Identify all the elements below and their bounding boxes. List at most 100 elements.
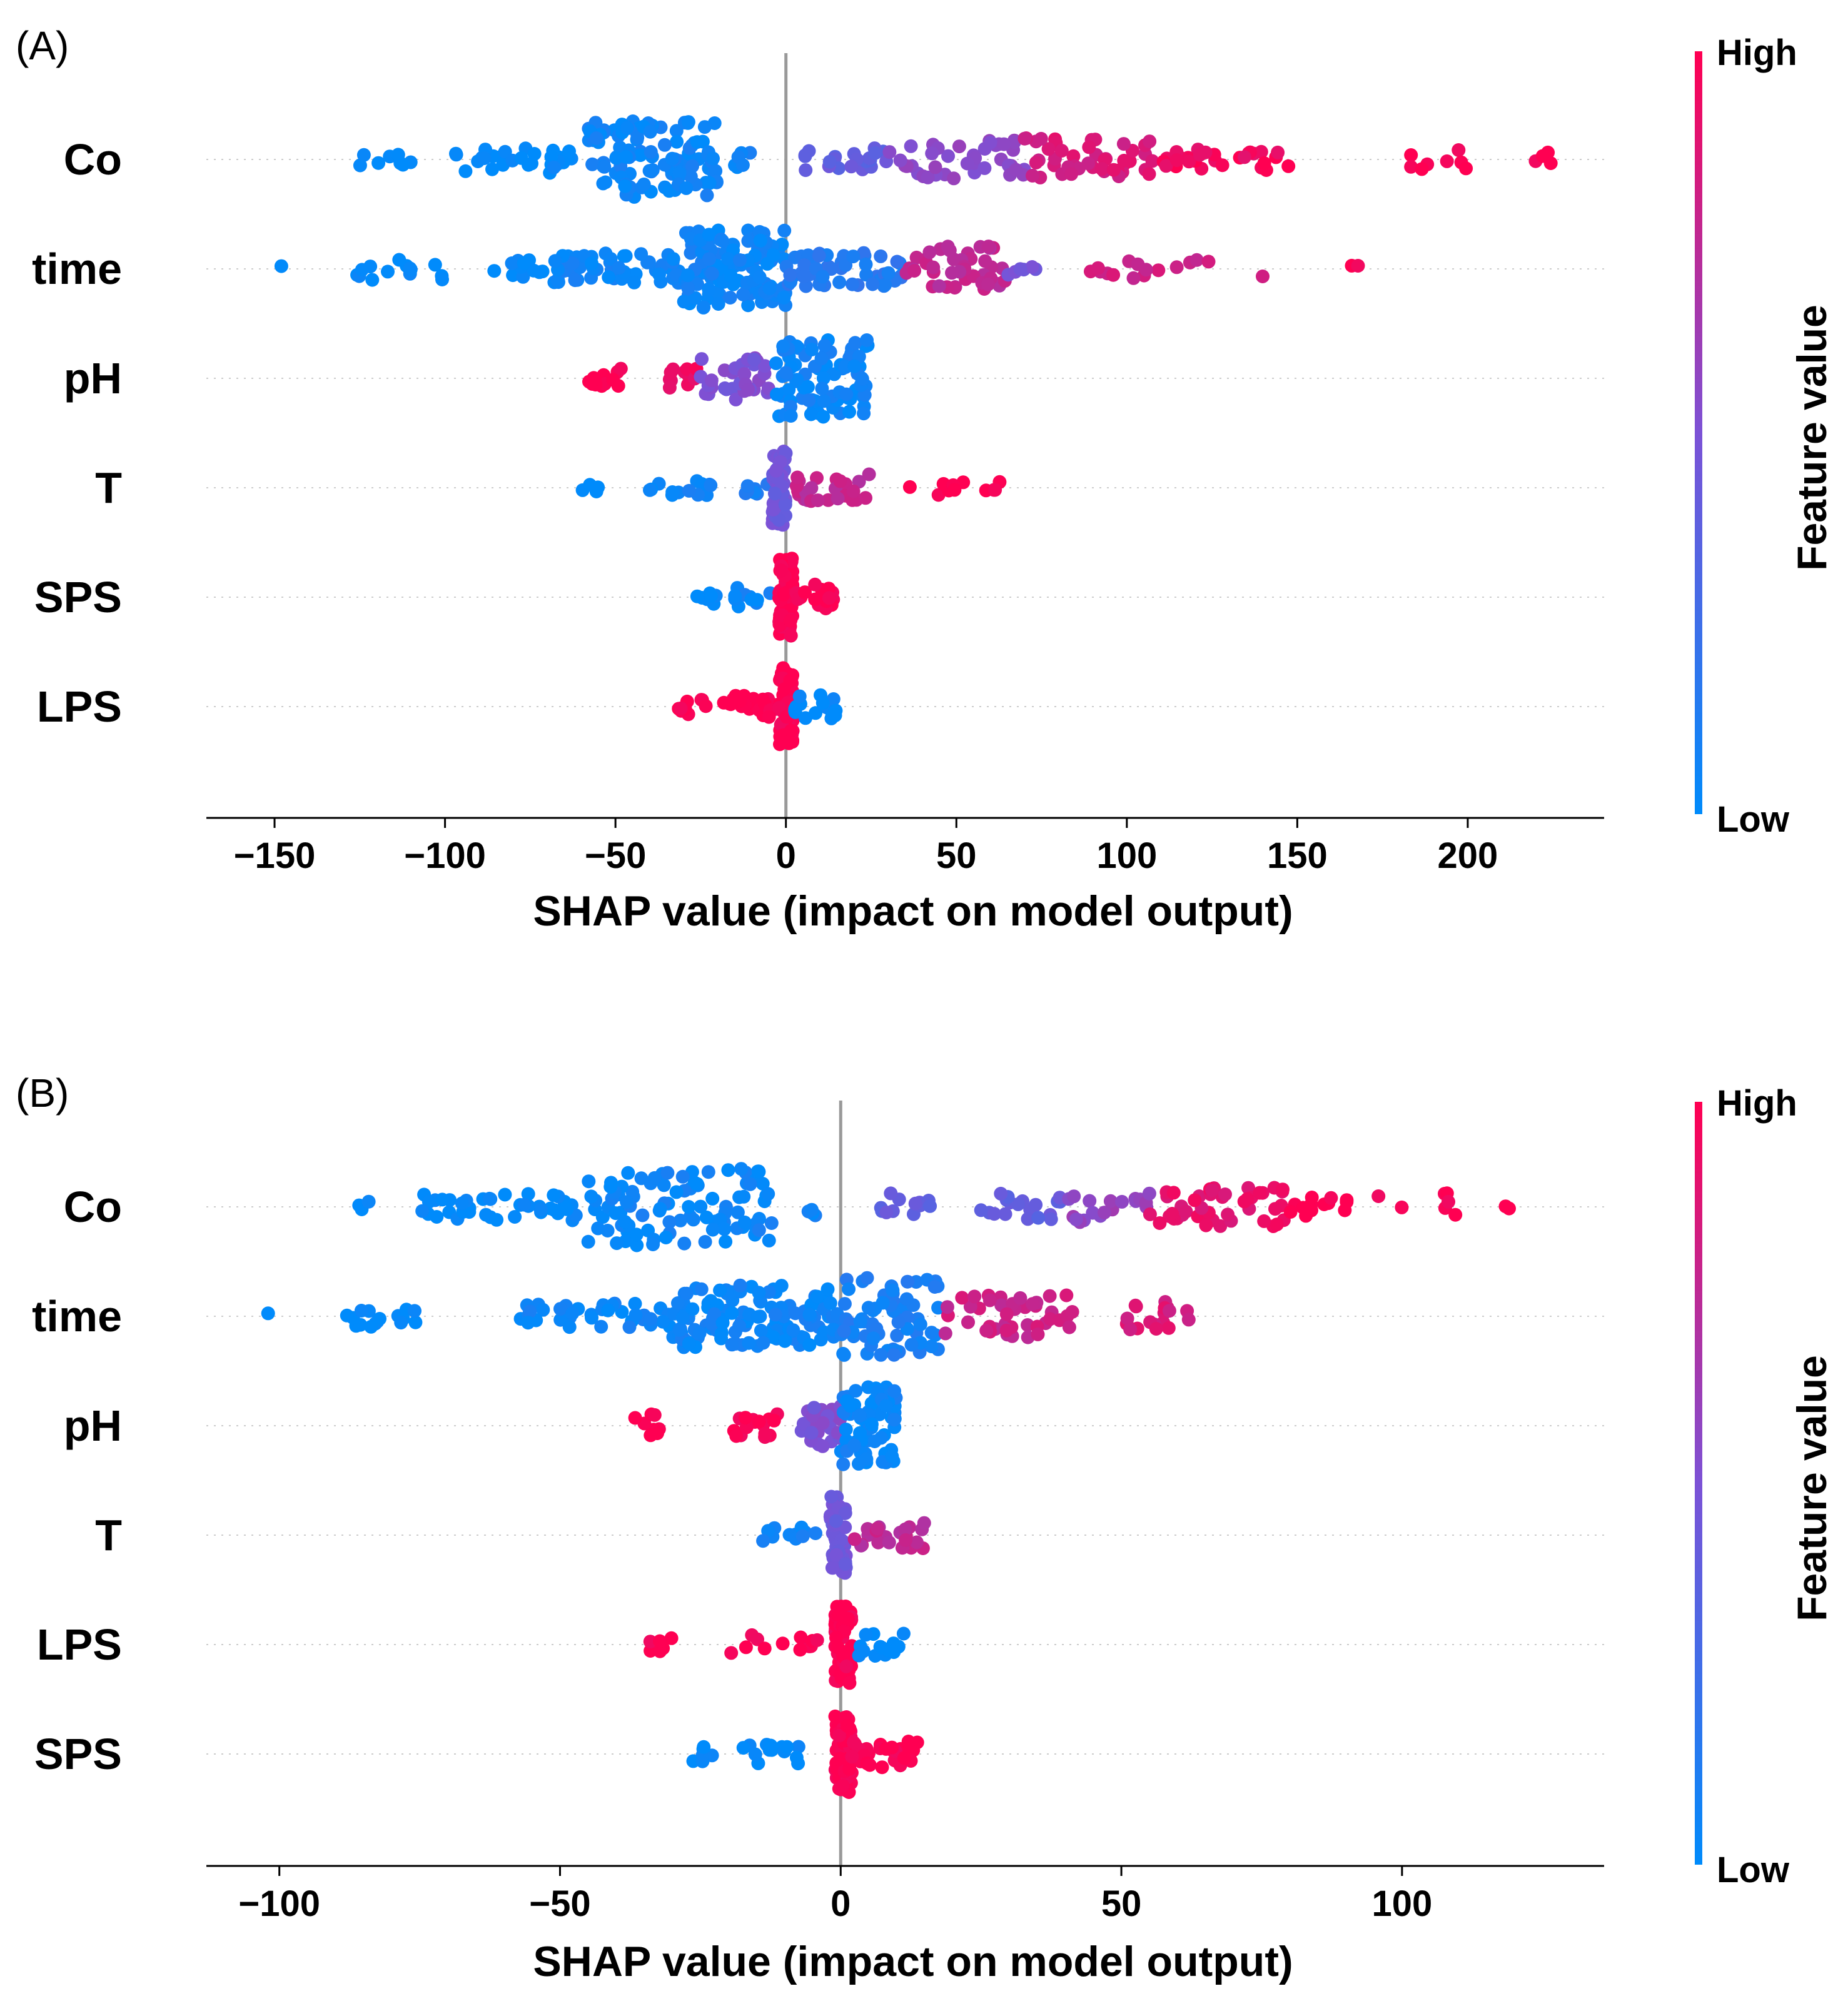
shap-point — [672, 166, 687, 181]
shap-point — [713, 1283, 727, 1298]
shap-point — [876, 1296, 890, 1310]
shap-point — [725, 1338, 739, 1352]
shap-point — [861, 1301, 876, 1315]
shap-point — [768, 1308, 782, 1322]
shap-point — [1162, 1304, 1176, 1318]
feature-label-co: Co — [64, 135, 122, 184]
shap-point — [568, 273, 582, 288]
shap-point — [646, 1237, 660, 1251]
shap-point — [886, 1283, 900, 1298]
shap-point — [657, 1178, 671, 1192]
shap-point — [823, 1296, 837, 1310]
shap-point — [891, 1315, 906, 1329]
x-tick-label: −100 — [404, 835, 486, 876]
shap-point — [804, 1426, 819, 1440]
shap-point — [999, 1323, 1014, 1338]
shap-point — [859, 257, 873, 271]
shap-point — [882, 145, 897, 159]
shap-point — [815, 270, 830, 284]
shap-point — [1193, 148, 1207, 162]
shap-point — [449, 148, 463, 162]
shap-point — [589, 131, 603, 145]
shap-point — [688, 291, 702, 305]
shap-point — [798, 585, 812, 600]
shap-point — [808, 592, 822, 607]
shap-point — [381, 265, 395, 279]
shap-point — [1188, 1193, 1202, 1207]
shap-point — [1256, 270, 1270, 283]
shap-point — [875, 1760, 889, 1775]
shap-point — [733, 693, 747, 708]
shap-point — [1009, 163, 1023, 177]
shap-point — [866, 277, 880, 291]
feature-points-t — [575, 445, 1007, 532]
shap-point — [1091, 261, 1105, 275]
shap-point — [1031, 1211, 1046, 1225]
shap-point — [923, 1199, 937, 1213]
shap-point — [1066, 149, 1081, 163]
shap-point — [902, 480, 917, 494]
shap-point — [838, 1557, 852, 1571]
shap-point — [925, 146, 939, 161]
shap-point — [805, 343, 819, 356]
shap-point — [831, 491, 845, 506]
shap-point — [817, 394, 831, 408]
shap-point — [672, 1323, 687, 1337]
feature-points-lps — [643, 1600, 911, 1690]
shap-point — [815, 381, 829, 396]
shap-point — [874, 249, 888, 263]
shap-point — [844, 159, 859, 174]
shap-point — [817, 338, 832, 353]
shap-point — [521, 1316, 535, 1330]
shap-point — [730, 1205, 745, 1219]
shap-point — [261, 1306, 275, 1321]
shap-point — [1257, 156, 1271, 170]
shap-point — [1098, 1206, 1111, 1220]
shap-point — [884, 1186, 898, 1201]
shap-point — [1129, 1299, 1143, 1314]
shap-point — [1145, 154, 1159, 168]
shap-point — [928, 160, 942, 174]
x-tick-label: 50 — [1101, 1883, 1142, 1924]
shap-point — [988, 483, 1002, 497]
shap-point — [698, 1235, 712, 1249]
shap-point — [1338, 1203, 1352, 1217]
shap-point — [778, 497, 792, 512]
shap-point — [1116, 137, 1131, 151]
shap-point — [855, 371, 869, 386]
shap-point — [403, 261, 417, 276]
shap-point — [997, 137, 1011, 151]
shap-point — [680, 268, 695, 283]
shap-point — [783, 613, 797, 628]
feature-points-sps — [690, 552, 841, 643]
shap-point — [717, 1222, 732, 1236]
shap-point — [671, 1296, 685, 1310]
shap-point — [1159, 159, 1173, 173]
shap-point — [598, 175, 613, 189]
shap-point — [1296, 1201, 1310, 1215]
shap-point — [922, 245, 937, 260]
feature-label-lps: LPS — [37, 1620, 122, 1669]
shap-point — [875, 1641, 889, 1655]
shap-point — [809, 706, 822, 720]
shap-point — [754, 1323, 768, 1338]
shap-point — [750, 1310, 765, 1324]
shap-point — [882, 1535, 896, 1550]
shap-point — [1142, 1186, 1156, 1201]
shap-point — [853, 1408, 867, 1423]
shap-point — [1083, 1194, 1097, 1208]
shap-point — [613, 361, 628, 376]
shap-point — [829, 1514, 843, 1528]
shap-point — [1103, 1194, 1118, 1208]
shap-point — [887, 1413, 901, 1427]
shap-point — [837, 1297, 852, 1311]
shap-point — [1169, 153, 1184, 168]
shap-point — [594, 1319, 608, 1334]
shap-point — [752, 1286, 766, 1300]
shap-point — [752, 1223, 766, 1237]
shap-point — [1062, 1320, 1076, 1334]
shap-point — [752, 1414, 766, 1429]
shap-point — [1283, 1205, 1298, 1219]
shap-point — [618, 1215, 632, 1229]
